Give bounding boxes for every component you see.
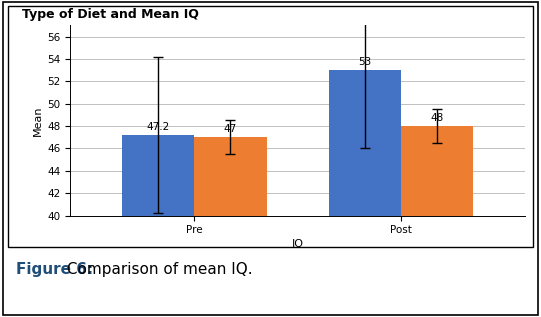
Bar bbox=[401, 126, 473, 317]
Bar bbox=[122, 135, 194, 317]
Y-axis label: Mean: Mean bbox=[33, 105, 43, 136]
Text: Type of Diet and Mean IQ: Type of Diet and Mean IQ bbox=[22, 8, 199, 21]
X-axis label: IQ: IQ bbox=[292, 239, 304, 249]
Bar bbox=[328, 70, 401, 317]
Text: Comparison of mean IQ.: Comparison of mean IQ. bbox=[62, 262, 253, 276]
Text: 48: 48 bbox=[430, 113, 444, 123]
Text: 53: 53 bbox=[358, 57, 371, 67]
Text: Figure 6:: Figure 6: bbox=[16, 262, 94, 276]
Text: 47.2: 47.2 bbox=[147, 122, 170, 132]
Bar bbox=[194, 137, 267, 317]
Text: 47: 47 bbox=[224, 125, 237, 134]
